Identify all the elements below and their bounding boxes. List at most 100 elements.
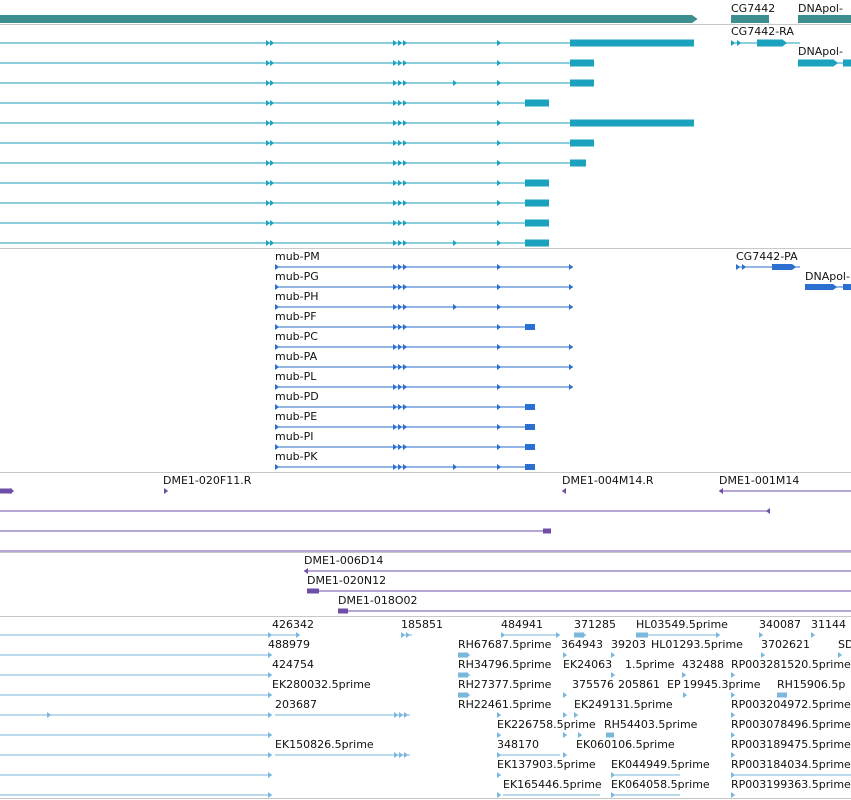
exon-block[interactable] [843, 59, 851, 67]
clone-label[interactable]: DME1-001M14 [719, 474, 800, 487]
strand-arrow[interactable] [398, 264, 403, 270]
strand-arrow[interactable] [398, 384, 403, 390]
transcript-label-dnapol[interactable]: DNApol- [798, 45, 843, 58]
strand-arrow[interactable] [398, 100, 403, 106]
strand-arrow[interactable] [398, 160, 403, 166]
exon-block[interactable] [458, 652, 468, 658]
est-label[interactable]: EK249131.5prime [574, 698, 673, 711]
strand-arrow[interactable] [716, 632, 721, 638]
strand-arrow[interactable] [682, 672, 687, 678]
clone-label[interactable]: DME1-020N12 [307, 574, 387, 587]
est-label[interactable]: RH34796.5prime [458, 658, 552, 671]
strand-arrow[interactable] [393, 364, 398, 370]
strand-arrow[interactable] [270, 80, 275, 86]
protein-end[interactable] [569, 264, 574, 270]
strand-arrow[interactable] [268, 732, 273, 738]
strand-arrow[interactable] [563, 752, 568, 758]
strand-arrow[interactable] [398, 424, 403, 430]
strand-arrow[interactable] [270, 120, 275, 126]
est-label[interactable]: SD [838, 638, 851, 651]
exon-block[interactable] [757, 39, 783, 47]
protein-label[interactable]: mub-PG [275, 270, 319, 283]
strand-arrow[interactable] [296, 632, 301, 638]
clone-marker[interactable] [561, 488, 566, 494]
transcript-exon[interactable] [570, 139, 594, 147]
strand-arrow[interactable] [268, 632, 273, 638]
strand-arrow[interactable] [393, 344, 398, 350]
protein-label[interactable]: mub-PM [275, 250, 320, 263]
strand-arrow[interactable] [761, 652, 766, 658]
strand-arrow[interactable] [611, 792, 616, 798]
protein-start[interactable] [275, 384, 280, 390]
strand-arrow[interactable] [403, 120, 408, 126]
strand-arrow[interactable] [403, 60, 408, 66]
strand-arrow[interactable] [563, 652, 568, 658]
strand-arrow[interactable] [497, 100, 502, 106]
protein-exon[interactable] [525, 404, 535, 410]
gene-dnapol[interactable] [798, 15, 851, 23]
strand-arrow[interactable] [692, 15, 698, 23]
strand-arrow[interactable] [303, 568, 308, 574]
protein-label[interactable]: mub-PI [275, 430, 314, 443]
gene-label-cg7442[interactable]: CG7442 [731, 2, 776, 15]
strand-arrow[interactable] [466, 672, 471, 678]
strand-arrow[interactable] [497, 344, 502, 350]
strand-arrow[interactable] [563, 732, 568, 738]
strand-arrow[interactable] [731, 692, 736, 698]
gene-mub[interactable] [0, 15, 692, 23]
protein-label[interactable]: mub-PE [275, 410, 318, 423]
strand-arrow[interactable] [403, 264, 408, 270]
strand-arrow[interactable] [453, 464, 458, 470]
protein-end[interactable] [569, 364, 574, 370]
strand-arrow[interactable] [403, 240, 408, 246]
strand-arrow[interactable] [268, 712, 273, 718]
protein-label[interactable]: mub-PD [275, 390, 319, 403]
clone-label[interactable]: DME1-006D14 [304, 554, 384, 567]
strand-arrow[interactable] [393, 220, 398, 226]
strand-arrow[interactable] [393, 404, 398, 410]
strand-arrow[interactable] [398, 120, 403, 126]
strand-arrow[interactable] [497, 40, 502, 46]
transcript-exon[interactable] [525, 239, 549, 247]
strand-arrow[interactable] [394, 712, 399, 718]
strand-arrow[interactable] [398, 240, 403, 246]
exon-block[interactable] [606, 732, 614, 738]
strand-arrow[interactable] [398, 200, 403, 206]
strand-arrow[interactable] [393, 120, 398, 126]
strand-arrow[interactable] [393, 80, 398, 86]
strand-arrow[interactable] [393, 60, 398, 66]
protein-start[interactable] [275, 464, 280, 470]
strand-arrow[interactable] [403, 404, 408, 410]
strand-arrow[interactable] [266, 160, 271, 166]
strand-arrow[interactable] [393, 264, 398, 270]
protein-end[interactable] [569, 344, 574, 350]
strand-arrow[interactable] [497, 324, 502, 330]
strand-arrow[interactable] [497, 120, 502, 126]
transcript-label-cg7442-ra[interactable]: CG7442-RA [731, 25, 794, 38]
strand-arrow[interactable] [731, 672, 736, 678]
strand-arrow[interactable] [574, 712, 579, 718]
est-label[interactable]: RP003199363.5prime [731, 778, 851, 791]
est-label[interactable]: EK060106.5prime [576, 738, 675, 751]
strand-arrow[interactable] [497, 284, 502, 290]
strand-arrow[interactable] [398, 324, 403, 330]
strand-arrow[interactable] [833, 284, 838, 290]
strand-arrow[interactable] [731, 732, 736, 738]
strand-arrow[interactable] [742, 264, 747, 270]
est-label[interactable]: RH22461.5prime [458, 698, 552, 711]
strand-arrow[interactable] [497, 732, 502, 738]
strand-arrow[interactable] [466, 692, 471, 698]
protein-end[interactable] [569, 304, 574, 310]
strand-arrow[interactable] [563, 712, 568, 718]
strand-arrow[interactable] [759, 632, 764, 638]
strand-arrow[interactable] [393, 40, 398, 46]
strand-arrow[interactable] [497, 160, 502, 166]
strand-arrow[interactable] [453, 240, 458, 246]
strand-arrow[interactable] [792, 264, 797, 270]
exon-block[interactable] [574, 632, 584, 638]
strand-arrow[interactable] [731, 40, 736, 46]
strand-arrow[interactable] [497, 200, 502, 206]
strand-arrow[interactable] [403, 464, 408, 470]
exon-block[interactable] [338, 608, 348, 614]
